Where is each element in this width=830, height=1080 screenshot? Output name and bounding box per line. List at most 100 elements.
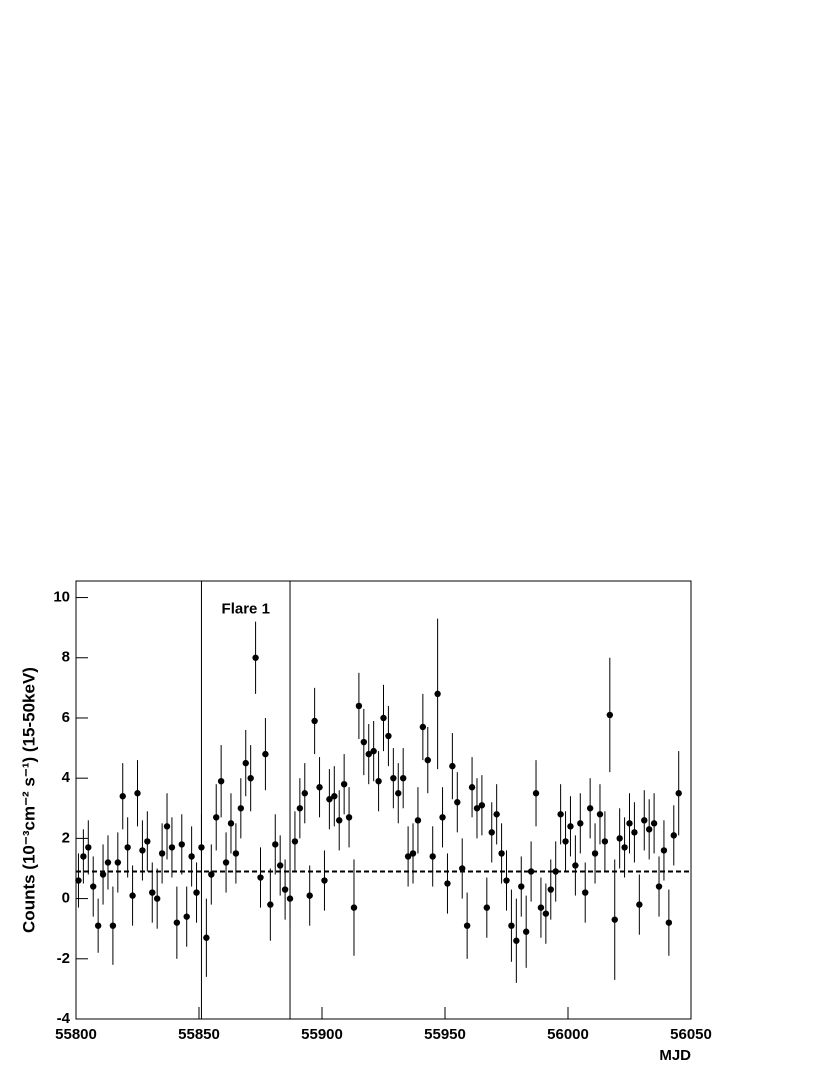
point — [242, 759, 249, 767]
point — [286, 895, 294, 902]
point — [562, 838, 569, 845]
point — [675, 790, 682, 797]
y-axis-label: Counts (10⁻³cm⁻² s⁻¹) (15-50keV) — [19, 667, 38, 933]
point — [365, 750, 372, 758]
point — [144, 838, 151, 845]
point — [262, 750, 269, 758]
point — [636, 901, 643, 908]
point — [641, 817, 648, 824]
point — [311, 717, 318, 725]
point — [424, 756, 431, 764]
point — [85, 844, 92, 851]
point — [429, 853, 436, 860]
point — [399, 774, 407, 782]
point — [660, 847, 668, 854]
point — [340, 780, 348, 788]
point — [572, 862, 579, 869]
point — [434, 690, 441, 698]
point — [316, 784, 323, 791]
point — [621, 844, 628, 851]
point — [80, 853, 87, 860]
point — [99, 871, 107, 878]
point — [380, 714, 387, 722]
y-tick-label: -2 — [57, 950, 70, 967]
point — [591, 850, 599, 857]
point — [631, 829, 638, 836]
y-tick-label: 2 — [62, 829, 70, 846]
point — [468, 784, 476, 791]
point — [183, 913, 190, 920]
point — [326, 796, 333, 803]
point — [527, 868, 535, 875]
point — [626, 820, 633, 827]
point — [478, 802, 486, 809]
point — [518, 883, 525, 890]
x-tick-label: 55800 — [55, 1026, 97, 1043]
point — [350, 904, 358, 911]
y-tick-label: 8 — [62, 649, 70, 666]
point — [370, 747, 377, 755]
point — [163, 823, 171, 830]
point — [139, 847, 146, 854]
point — [217, 777, 225, 785]
point — [168, 844, 176, 851]
point — [272, 841, 279, 848]
point — [198, 844, 205, 851]
y-tick-label: 10 — [53, 589, 70, 606]
point — [124, 844, 131, 851]
point — [213, 814, 220, 821]
point — [104, 859, 112, 866]
point — [257, 874, 264, 881]
point — [385, 732, 392, 740]
point — [158, 850, 166, 857]
point — [567, 823, 574, 830]
point — [390, 774, 397, 782]
point — [267, 901, 274, 908]
point — [655, 883, 663, 890]
point — [331, 793, 338, 800]
point — [616, 835, 623, 842]
point — [94, 922, 102, 929]
point — [557, 811, 564, 818]
point — [321, 877, 328, 884]
x-axis-label: MJD — [659, 1047, 691, 1064]
point — [542, 910, 550, 917]
point — [173, 919, 181, 926]
point — [252, 654, 259, 661]
point — [670, 832, 677, 839]
point — [414, 817, 422, 824]
point — [419, 723, 427, 731]
point — [306, 892, 313, 899]
point — [532, 790, 540, 797]
y-tick-label: 6 — [62, 709, 70, 726]
point — [109, 922, 117, 929]
point — [247, 774, 254, 782]
point — [134, 790, 141, 797]
point — [454, 799, 461, 806]
point — [596, 811, 604, 818]
point — [552, 868, 559, 875]
point — [650, 820, 658, 827]
y-tick-label: 0 — [62, 890, 70, 907]
point — [360, 738, 368, 746]
point — [463, 922, 471, 929]
point — [601, 838, 609, 845]
point — [439, 814, 446, 821]
point — [188, 853, 195, 860]
point — [75, 877, 82, 884]
point — [409, 850, 417, 857]
y-tick-label: -4 — [57, 1010, 71, 1027]
point — [227, 820, 235, 827]
point — [291, 838, 299, 845]
point — [473, 805, 481, 812]
point — [444, 880, 451, 887]
x-tick-label: 56000 — [547, 1026, 589, 1043]
y-tick-label: 4 — [62, 769, 71, 786]
point — [375, 777, 382, 785]
point — [296, 805, 304, 812]
point — [645, 826, 653, 833]
point — [483, 904, 491, 911]
point — [508, 922, 515, 929]
x-tick-label: 55950 — [424, 1026, 466, 1043]
point — [203, 934, 210, 941]
